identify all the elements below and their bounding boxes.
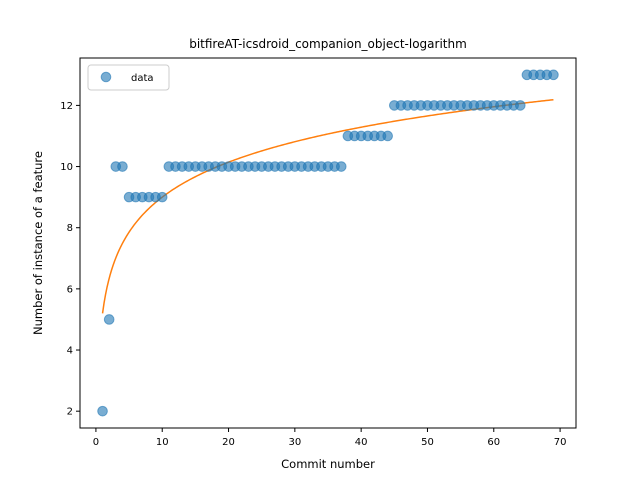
x-tick-label: 70 [554,437,567,448]
x-tick-label: 20 [222,437,235,448]
y-tick-label: 12 [60,101,73,112]
x-tick-label: 0 [93,437,99,448]
data-point [117,161,128,172]
legend-label-data: data [131,73,154,84]
data-point [335,161,347,172]
x-axis-label: Commit number [281,457,375,471]
data-point [515,100,526,111]
data-points-layer [97,69,559,417]
data-point [103,314,115,325]
x-axis: 0 10 20 30 40 50 60 70 [93,428,567,448]
data-point [548,69,559,81]
x-tick-label: 60 [487,437,500,448]
y-axis: 2 4 6 8 10 12 [60,101,80,418]
x-tick-label: 50 [421,437,434,448]
legend-marker-data [100,71,112,83]
y-axis-label: Number of instance of a feature [31,151,45,335]
y-tick-label: 6 [67,284,73,295]
legend: data [87,64,170,91]
y-tick-label: 8 [67,223,73,234]
y-tick-label: 4 [67,346,73,357]
plot-frame [79,57,577,429]
x-tick-label: 40 [355,437,368,448]
chart-title: bitfireAT-icsdroid_companion_object-loga… [189,37,467,51]
y-tick-label: 2 [67,407,73,418]
y-tick-label: 10 [60,162,73,173]
data-point [382,130,393,142]
fit-curve [101,98,554,314]
legend-box [87,64,170,91]
fit-curve-layer [101,98,554,314]
x-tick-label: 30 [288,437,301,448]
data-point [156,191,168,203]
data-point [97,405,108,417]
x-tick-label: 10 [156,437,169,448]
